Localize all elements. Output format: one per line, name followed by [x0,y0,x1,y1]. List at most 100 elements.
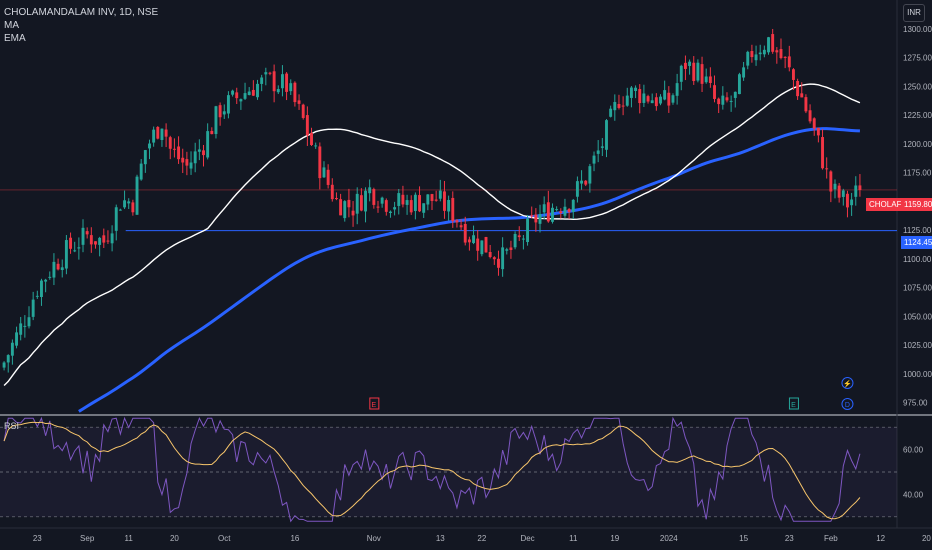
candle-body [455,220,459,223]
candle-body [330,184,334,200]
candle-body [600,146,604,148]
event-marker-label: D [845,402,850,409]
candle-body [584,180,588,185]
candle-body [64,240,68,269]
time-tick-label: 11 [125,534,134,543]
candle-body [754,54,758,61]
candle-body [256,83,259,98]
event-marker-label: E [371,402,376,409]
candle-body [841,190,845,197]
candle-body [389,211,392,214]
candle-body [218,105,222,118]
candle-body [808,110,812,122]
candle-body [202,150,205,156]
candle-body [131,202,135,213]
candle-body [692,62,696,82]
candle-body [409,200,413,213]
candle-body [77,247,81,249]
candle-body [214,106,218,134]
candle-body [384,200,388,212]
candle-body [293,82,297,103]
ma-legend[interactable]: MA [4,20,19,31]
candle-body [322,167,326,178]
candle-body [650,100,654,104]
candle-body [617,104,621,108]
rsi-tick-label: 60.00 [903,446,924,455]
candle-body [713,85,716,99]
candle-body [156,127,160,139]
candle-body [326,169,330,185]
rsi-band [0,427,897,517]
candle-body [791,69,795,80]
price-tick-label: 1100.00 [903,255,932,264]
candle-body [688,61,692,66]
time-tick-label: 20 [170,534,179,543]
candle-body [251,89,255,96]
candle-body [737,74,741,95]
candle-body [671,95,675,103]
candle-body [488,251,492,258]
candle-body [459,225,463,228]
price-tick-label: 1175.00 [903,169,932,178]
candle-body [472,235,475,244]
rsi-legend[interactable]: RSI [4,421,20,431]
candle-body [152,129,156,143]
candle-body [750,51,754,58]
candle-body [160,128,164,140]
candle-body [829,171,833,192]
candle-body [467,239,471,243]
candle-body [521,238,525,240]
candle-body [497,258,500,268]
candle-body [206,131,210,158]
symbol-title[interactable]: CHOLAMANDALAM INV, 1D, NSE [4,7,159,18]
candle-body [800,93,804,98]
candle-body [858,185,862,190]
candle-body [588,166,592,184]
time-tick-label: Sep [80,534,95,543]
candle-body [418,195,421,212]
candle-body [480,240,484,255]
candle-body [143,150,147,165]
candle-body [833,183,837,190]
currency-button[interactable]: INR [903,4,925,22]
candle-body [297,100,301,104]
candle-body [280,74,284,89]
candle-body [19,323,23,335]
candle-body [260,77,264,84]
candle-body [530,215,534,217]
chart-legend: CHOLAMANDALAM INV, 1D, NSE MA EMA [4,6,158,45]
candle-body [15,332,18,346]
candle-body [372,189,376,205]
candle-body [110,233,114,244]
candle-body [52,261,56,278]
candle-body [177,146,181,160]
candle-body [89,235,93,245]
ema-legend[interactable]: EMA [4,33,26,44]
candle-body [779,49,783,59]
candle-body [305,115,309,136]
time-tick-label: 13 [436,534,445,543]
candle-body [517,235,521,238]
candle-body [476,238,480,251]
candle-body [27,317,31,327]
candle-body [393,207,397,210]
time-tick-label: Dec [520,534,534,543]
candle-body [102,235,106,243]
price-tick-label: 1200.00 [903,140,932,149]
candle-body [526,218,530,243]
candle-body [139,163,143,180]
candle-body [646,96,650,102]
candle-body [189,162,193,169]
candle-body [708,76,712,83]
candle-body [243,93,247,99]
time-tick-label: Nov [367,534,381,543]
candle-body [580,180,584,184]
candle-body [301,104,305,118]
candle-body [434,199,438,201]
candle-body [451,197,455,222]
candle-body [334,198,338,200]
candle-body [546,202,550,222]
candle-body [804,97,808,112]
candle-body [700,64,704,84]
